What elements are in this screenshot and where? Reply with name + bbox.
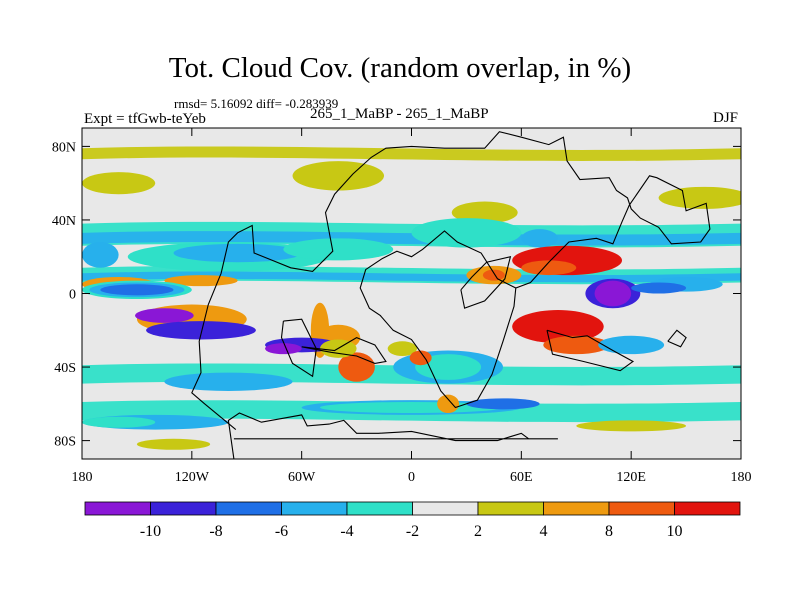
cloud-band	[82, 231, 741, 246]
coastline	[546, 329, 635, 372]
colorbar-label: -6	[275, 523, 288, 540]
colorbar-label: 10	[667, 523, 683, 540]
anomaly-region	[521, 229, 558, 248]
colorbar-swatch	[346, 501, 413, 516]
coastline-layer	[191, 131, 711, 459]
x-tick-label: 60E	[510, 470, 533, 485]
anomaly-region	[136, 438, 211, 450]
axis-ticks: 180 120W 60W 0 60E 120E 180 80N 40N 0 40S 80S	[52, 128, 752, 485]
anomaly-region	[598, 335, 665, 355]
anomaly-region	[512, 310, 604, 344]
colorbar-swatch	[608, 501, 675, 516]
anomaly-region	[100, 284, 174, 296]
chart-title: Tot. Cloud Cov. (random overlap, in %)	[168, 52, 632, 84]
colorbar-swatch	[84, 501, 151, 516]
x-tick-label: 120W	[175, 470, 210, 485]
anomaly-region	[451, 201, 518, 224]
anomaly-region	[82, 242, 119, 268]
colorbar-label: -2	[406, 523, 419, 540]
anomaly-region	[411, 218, 522, 248]
colorbar-label: 4	[540, 523, 548, 540]
colorbar-swatch	[674, 501, 741, 516]
anomaly-region	[82, 416, 156, 428]
coastline	[460, 255, 512, 309]
anomaly-region	[521, 260, 577, 276]
anomaly-region	[437, 394, 460, 414]
anomaly-region	[658, 186, 741, 209]
anomaly-region	[146, 321, 256, 340]
y-tick-label: 80S	[54, 435, 76, 450]
stats-label: rmsd= 5.16092 diff= -0.283939	[174, 96, 339, 111]
anomaly-region	[594, 280, 632, 307]
anomaly-region	[576, 420, 687, 432]
colorbar-swatch	[215, 501, 282, 516]
x-tick-label: 180	[731, 470, 752, 485]
anomaly-region	[387, 341, 417, 357]
colorbar-label: -10	[140, 523, 161, 540]
colorbar-label: 2	[474, 523, 482, 540]
cloud-band	[82, 146, 741, 161]
cases-label: 265_1_MaBP - 265_1_MaBP	[310, 106, 489, 122]
coastline	[191, 131, 711, 431]
colorbar-label: 8	[605, 523, 613, 540]
coastline	[667, 329, 687, 348]
anomaly-region	[543, 335, 610, 355]
colorbar-swatch	[150, 501, 217, 516]
anomaly-region	[283, 238, 394, 261]
coastline	[301, 336, 387, 364]
anomaly-region	[409, 350, 432, 366]
colorbar-label: -4	[340, 523, 353, 540]
anomaly-region	[466, 398, 540, 410]
x-tick-label: 180	[72, 470, 93, 485]
y-tick-label: 0	[69, 288, 76, 303]
x-tick-label: 120E	[616, 470, 646, 485]
season-label: DJF	[712, 110, 738, 126]
colorbar-swatch	[543, 501, 610, 516]
colorbar-swatch	[477, 501, 544, 516]
y-tick-label: 40N	[52, 214, 76, 229]
coastline	[227, 412, 558, 459]
contour-field	[82, 128, 741, 459]
anomaly-region	[164, 372, 293, 391]
anomaly-region	[631, 282, 687, 294]
x-tick-label: 60W	[288, 470, 316, 485]
colorbar-swatch	[412, 501, 479, 516]
anomaly-region	[173, 243, 302, 263]
experiment-label: Expt = tfGwb-teYeb	[84, 111, 206, 127]
anomaly-region	[82, 172, 156, 195]
y-tick-label: 80N	[52, 140, 76, 155]
y-tick-label: 40S	[54, 361, 76, 376]
anomaly-region	[482, 269, 505, 281]
x-tick-label: 0	[408, 470, 415, 485]
colorbar-label: -8	[209, 523, 222, 540]
anomaly-region	[265, 343, 302, 355]
anomaly-region	[292, 161, 385, 191]
anomaly-region	[415, 354, 482, 380]
cloud-band	[82, 271, 741, 283]
colorbar-swatch	[281, 501, 348, 516]
anomaly-region	[135, 308, 194, 323]
coastline	[280, 318, 317, 378]
colorbar: -10 -8 -6 -4 -2 2 4 8 10	[84, 501, 741, 540]
